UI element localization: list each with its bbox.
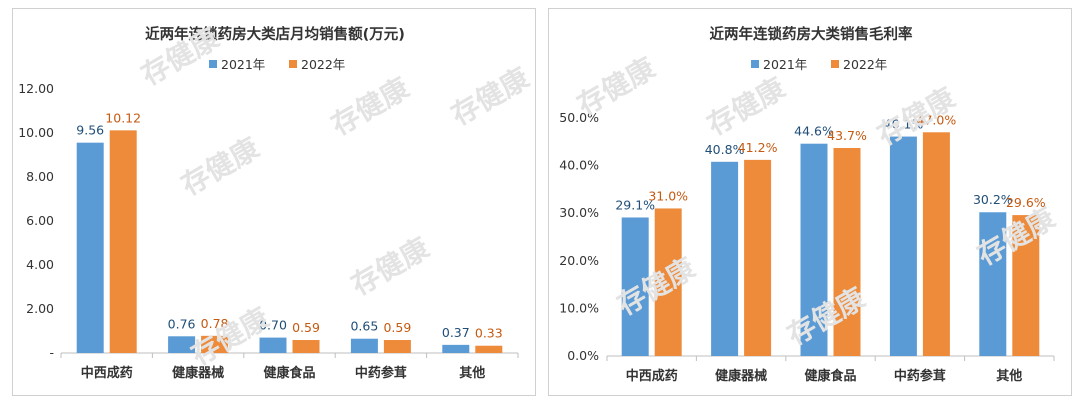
data-label: 46.1% bbox=[884, 117, 924, 132]
legend-swatch bbox=[831, 60, 839, 68]
bar bbox=[201, 335, 229, 353]
legend: 2021年 2022年 bbox=[209, 57, 345, 72]
data-label: 40.8% bbox=[705, 142, 745, 157]
category-label: 中西成药 bbox=[626, 368, 678, 384]
data-label: 41.2% bbox=[738, 140, 778, 155]
category-label: 健康食品 bbox=[263, 365, 315, 381]
data-label: 29.6% bbox=[1006, 195, 1046, 210]
bar bbox=[76, 142, 104, 353]
chart-title: 近两年连锁药房大类店月均销售额(万元) bbox=[145, 25, 405, 43]
legend-swatch bbox=[209, 60, 217, 68]
y-tick-label: 6.00 bbox=[26, 213, 54, 228]
bar bbox=[1012, 215, 1040, 356]
bar bbox=[654, 208, 682, 356]
y-tick-label: 12.00 bbox=[18, 81, 54, 96]
bar bbox=[109, 130, 137, 353]
bar bbox=[800, 143, 828, 356]
legend-swatch bbox=[289, 60, 297, 68]
bar bbox=[475, 345, 503, 353]
bar bbox=[889, 136, 917, 356]
y-tick-label: 8.00 bbox=[26, 169, 54, 184]
chart-panel-monthly-sales: 近两年连锁药房大类店月均销售额(万元) 2021年 2022年 - 2.00 4.00 6.… bbox=[12, 8, 536, 396]
margin-chart-svg: 近两年连锁药房大类销售毛利率 2021年 2022年 0.0% 10.0% 20.0% 30… bbox=[559, 25, 1055, 384]
legend-entry: 2021年 bbox=[221, 57, 265, 72]
data-label: 0.59 bbox=[383, 320, 411, 335]
y-tick-label: 2.00 bbox=[26, 301, 54, 316]
bar bbox=[168, 336, 196, 353]
bar bbox=[383, 340, 411, 353]
chart-title: 近两年连锁药房大类销售毛利率 bbox=[710, 25, 913, 43]
category-label: 健康食品 bbox=[804, 368, 856, 384]
data-label: 0.76 bbox=[168, 316, 196, 331]
data-label: 0.70 bbox=[259, 318, 287, 333]
category-label: 中药参茸 bbox=[355, 365, 407, 381]
legend-entry: 2022年 bbox=[843, 57, 887, 72]
data-label: 29.1% bbox=[615, 197, 655, 212]
y-tick-label: 20.0% bbox=[559, 253, 599, 268]
y-tick-label: 0.0% bbox=[567, 348, 599, 363]
data-label: 0.65 bbox=[350, 319, 378, 334]
legend: 2021年 2022年 bbox=[751, 57, 887, 72]
category-label: 中西成药 bbox=[81, 365, 133, 381]
category-label: 其他 bbox=[996, 368, 1022, 384]
y-tick-label: - bbox=[49, 345, 54, 360]
bar bbox=[744, 159, 772, 356]
data-label: 30.2% bbox=[973, 192, 1013, 207]
y-tick-label: 30.0% bbox=[559, 205, 599, 220]
bar bbox=[292, 340, 320, 353]
bar bbox=[979, 212, 1007, 356]
category-label: 健康器械 bbox=[715, 368, 767, 384]
data-label: 47.0% bbox=[917, 112, 957, 127]
category-label: 中药参茸 bbox=[894, 368, 946, 384]
bar bbox=[350, 338, 378, 353]
data-label: 0.37 bbox=[442, 325, 470, 340]
data-label: 0.59 bbox=[292, 320, 320, 335]
y-tick-label: 50.0% bbox=[559, 110, 599, 125]
y-tick-label: 4.00 bbox=[26, 257, 54, 272]
data-label: 43.7% bbox=[827, 128, 867, 143]
data-label: 0.78 bbox=[201, 316, 229, 331]
legend-swatch bbox=[751, 60, 759, 68]
data-label: 0.33 bbox=[475, 326, 503, 341]
bar bbox=[442, 344, 470, 353]
data-label: 31.0% bbox=[648, 188, 688, 203]
sales-chart-svg: 近两年连锁药房大类店月均销售额(万元) 2021年 2022年 - 2.00 4.00 6.… bbox=[18, 25, 519, 381]
data-label: 10.12 bbox=[105, 110, 141, 125]
bar bbox=[621, 217, 649, 356]
y-tick-label: 40.0% bbox=[559, 158, 599, 173]
legend-entry: 2022年 bbox=[301, 57, 345, 72]
bar bbox=[922, 132, 950, 356]
bar bbox=[833, 147, 861, 356]
y-tick-label: 10.0% bbox=[559, 300, 599, 315]
legend-entry: 2021年 bbox=[763, 57, 807, 72]
category-label: 健康器械 bbox=[172, 365, 224, 381]
category-label: 其他 bbox=[459, 365, 485, 381]
data-label: 44.6% bbox=[794, 124, 834, 139]
bar bbox=[711, 161, 739, 356]
chart-panel-gross-margin: 近两年连锁药房大类销售毛利率 2021年 2022年 0.0% 10.0% 20.0% 30… bbox=[548, 8, 1072, 396]
data-label: 9.56 bbox=[76, 123, 104, 138]
y-tick-label: 10.00 bbox=[18, 125, 54, 140]
bar bbox=[259, 337, 287, 353]
